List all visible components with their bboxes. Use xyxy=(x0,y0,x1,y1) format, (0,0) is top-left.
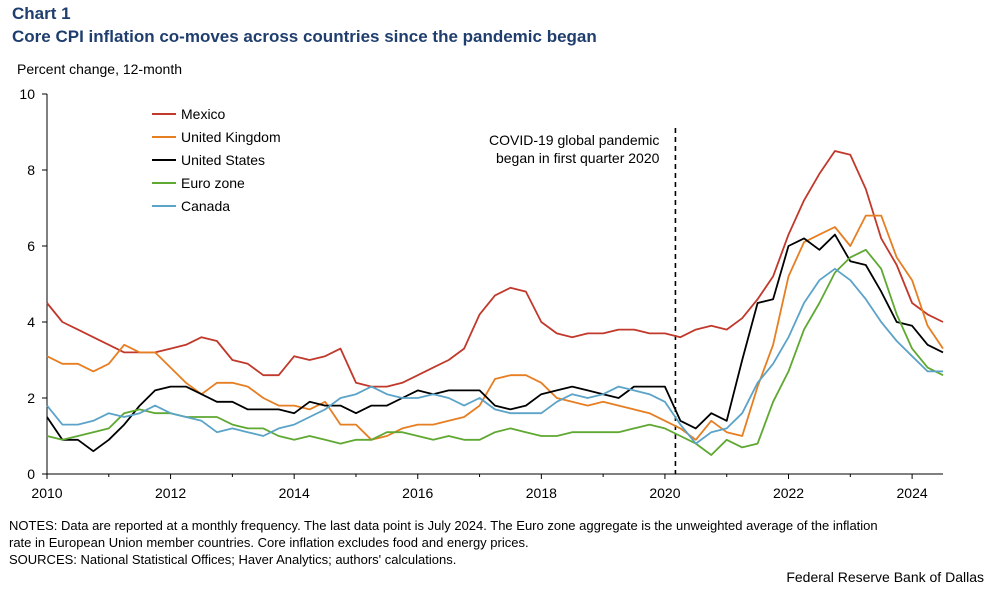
line-chart: 0 2 4 6 8 10 2010 2012 2014 2016 2018 2020 2022 2024 C… xyxy=(19,86,944,501)
x-tick-label: 2016 xyxy=(402,485,433,501)
x-tick-label: 2024 xyxy=(897,485,928,501)
legend-entry: Canada xyxy=(181,198,230,214)
notes-line-1: NOTES: Data are reported at a monthly fr… xyxy=(9,518,878,533)
y-tick-label: 6 xyxy=(27,238,35,254)
series-line-euro-zone xyxy=(46,248,944,456)
legend-entry: Euro zone xyxy=(181,175,245,191)
y-tick-label: 8 xyxy=(27,162,35,178)
y-tick-label: 10 xyxy=(19,86,35,102)
chart-label: Chart 1 xyxy=(12,4,71,23)
x-tick-label: 2020 xyxy=(649,485,680,501)
legend-entry: United Kingdom xyxy=(181,129,281,145)
y-tick-label: 2 xyxy=(27,390,35,406)
y-axis-label: Percent change, 12-month xyxy=(17,61,182,77)
legend-entry: United States xyxy=(181,152,265,168)
annotation-line-2: began in first quarter 2020 xyxy=(496,150,660,166)
series-line-united-states xyxy=(46,233,944,453)
series-line-united-kingdom xyxy=(46,214,944,441)
annotation-line-1: COVID-19 global pandemic xyxy=(489,132,659,148)
y-tick-label: 4 xyxy=(27,314,35,330)
legend-entry: Mexico xyxy=(181,106,226,122)
y-tick-label: 0 xyxy=(27,466,35,482)
x-tick-label: 2022 xyxy=(773,485,804,501)
chart-title: Core CPI inflation co-moves across count… xyxy=(12,27,597,46)
sources-line: SOURCES: National Statistical Offices; H… xyxy=(9,552,457,567)
series-line-mexico xyxy=(46,150,944,388)
x-tick-label: 2018 xyxy=(526,485,557,501)
x-tick-label: 2012 xyxy=(155,485,186,501)
series-line-canada xyxy=(46,267,943,445)
footer-credit: Federal Reserve Bank of Dallas xyxy=(786,569,984,585)
x-tick-label: 2010 xyxy=(31,485,62,501)
notes: NOTES: Data are reported at a monthly fr… xyxy=(9,517,991,568)
x-tick-label: 2014 xyxy=(279,485,310,501)
notes-line-2: rate in European Union member countries.… xyxy=(9,535,529,550)
